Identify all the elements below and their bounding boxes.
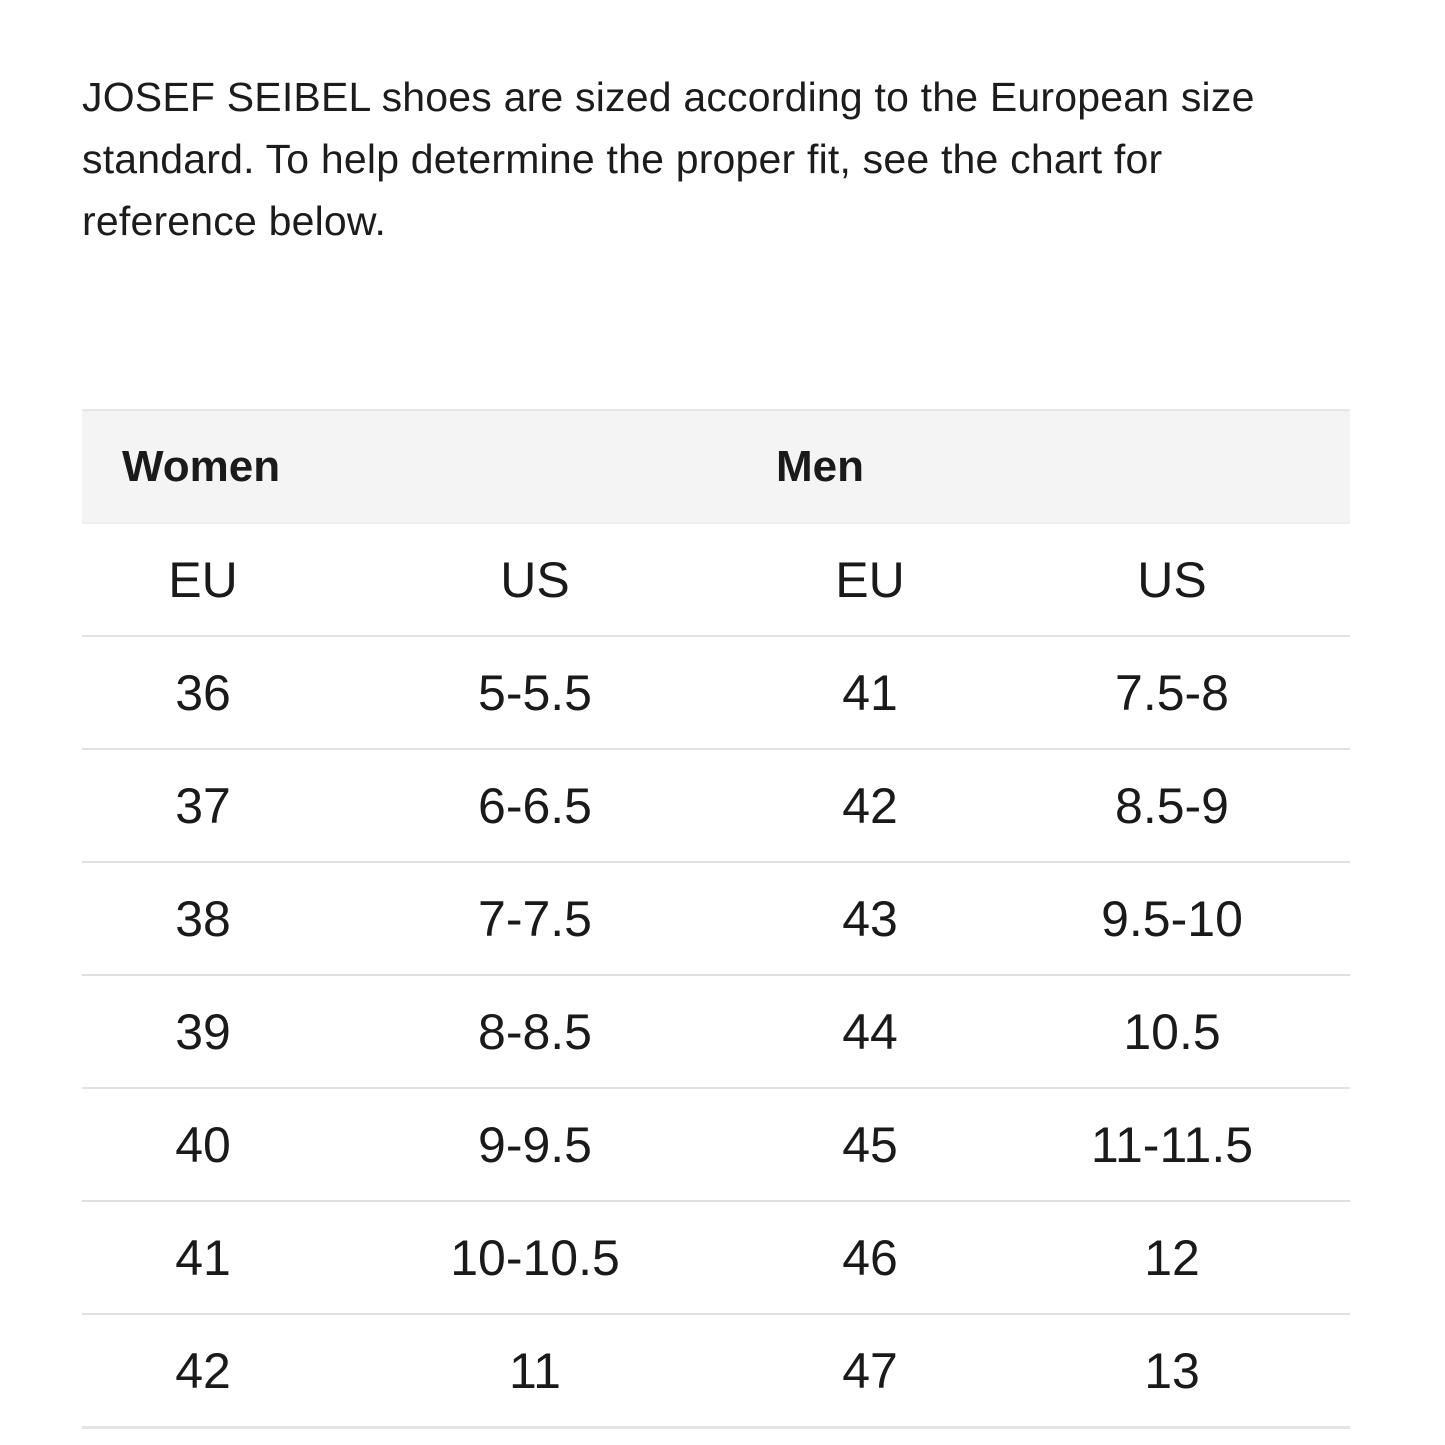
column-header-row: EU US EU US xyxy=(82,523,1350,637)
col-header-men-us: US xyxy=(994,523,1350,637)
cell-women-eu: 37 xyxy=(82,749,324,863)
cell-men-us: 9.5-10 xyxy=(994,862,1350,976)
cell-men-us: 7.5-8 xyxy=(994,636,1350,750)
size-row: 36 5-5.5 41 7.5-8 xyxy=(82,636,1350,750)
cell-women-us: 9-9.5 xyxy=(324,1088,746,1202)
cell-men-eu: 42 xyxy=(746,749,994,863)
group-header-row: Women Men xyxy=(82,409,1350,524)
cell-men-eu: 45 xyxy=(746,1088,994,1202)
cell-men-eu: 41 xyxy=(746,636,994,750)
size-row: 40 9-9.5 45 11-11.5 xyxy=(82,1088,1350,1202)
women-group-header: Women xyxy=(82,409,746,524)
size-row: 39 8-8.5 44 10.5 xyxy=(82,975,1350,1089)
cell-women-us: 10-10.5 xyxy=(324,1201,746,1315)
intro-line-3: reference below. xyxy=(82,198,387,244)
cell-men-us: 8.5-9 xyxy=(994,749,1350,863)
men-group-header: Men xyxy=(746,409,1350,524)
cell-women-us: 8-8.5 xyxy=(324,975,746,1089)
cell-women-us: 5-5.5 xyxy=(324,636,746,750)
cell-men-eu: 43 xyxy=(746,862,994,976)
cell-women-us: 6-6.5 xyxy=(324,749,746,863)
size-row: 37 6-6.5 42 8.5-9 xyxy=(82,749,1350,863)
intro-line-2: standard. To help determine the proper f… xyxy=(82,136,1163,182)
intro-paragraph: JOSEF SEIBEL shoes are sized according t… xyxy=(82,66,1372,252)
col-header-women-us: US xyxy=(324,523,746,637)
cell-men-eu: 47 xyxy=(746,1314,994,1429)
size-row: 41 10-10.5 46 12 xyxy=(82,1201,1350,1315)
cell-women-eu: 42 xyxy=(82,1314,324,1429)
cell-men-eu: 44 xyxy=(746,975,994,1089)
cell-men-us: 12 xyxy=(994,1201,1350,1315)
col-header-women-eu: EU xyxy=(82,523,324,637)
col-header-men-eu: EU xyxy=(746,523,994,637)
cell-women-eu: 36 xyxy=(82,636,324,750)
intro-line-1: JOSEF SEIBEL shoes are sized according t… xyxy=(82,74,1255,120)
cell-women-eu: 39 xyxy=(82,975,324,1089)
cell-women-eu: 40 xyxy=(82,1088,324,1202)
cell-women-eu: 38 xyxy=(82,862,324,976)
size-row: 42 11 47 13 xyxy=(82,1314,1350,1429)
cell-men-us: 11-11.5 xyxy=(994,1088,1350,1202)
size-chart-table: Women Men EU US EU US 36 5-5.5 41 7.5-8 … xyxy=(82,409,1350,1429)
cell-men-eu: 46 xyxy=(746,1201,994,1315)
cell-men-us: 10.5 xyxy=(994,975,1350,1089)
cell-women-eu: 41 xyxy=(82,1201,324,1315)
size-row: 38 7-7.5 43 9.5-10 xyxy=(82,862,1350,976)
cell-men-us: 13 xyxy=(994,1314,1350,1429)
cell-women-us: 7-7.5 xyxy=(324,862,746,976)
cell-women-us: 11 xyxy=(324,1314,746,1429)
